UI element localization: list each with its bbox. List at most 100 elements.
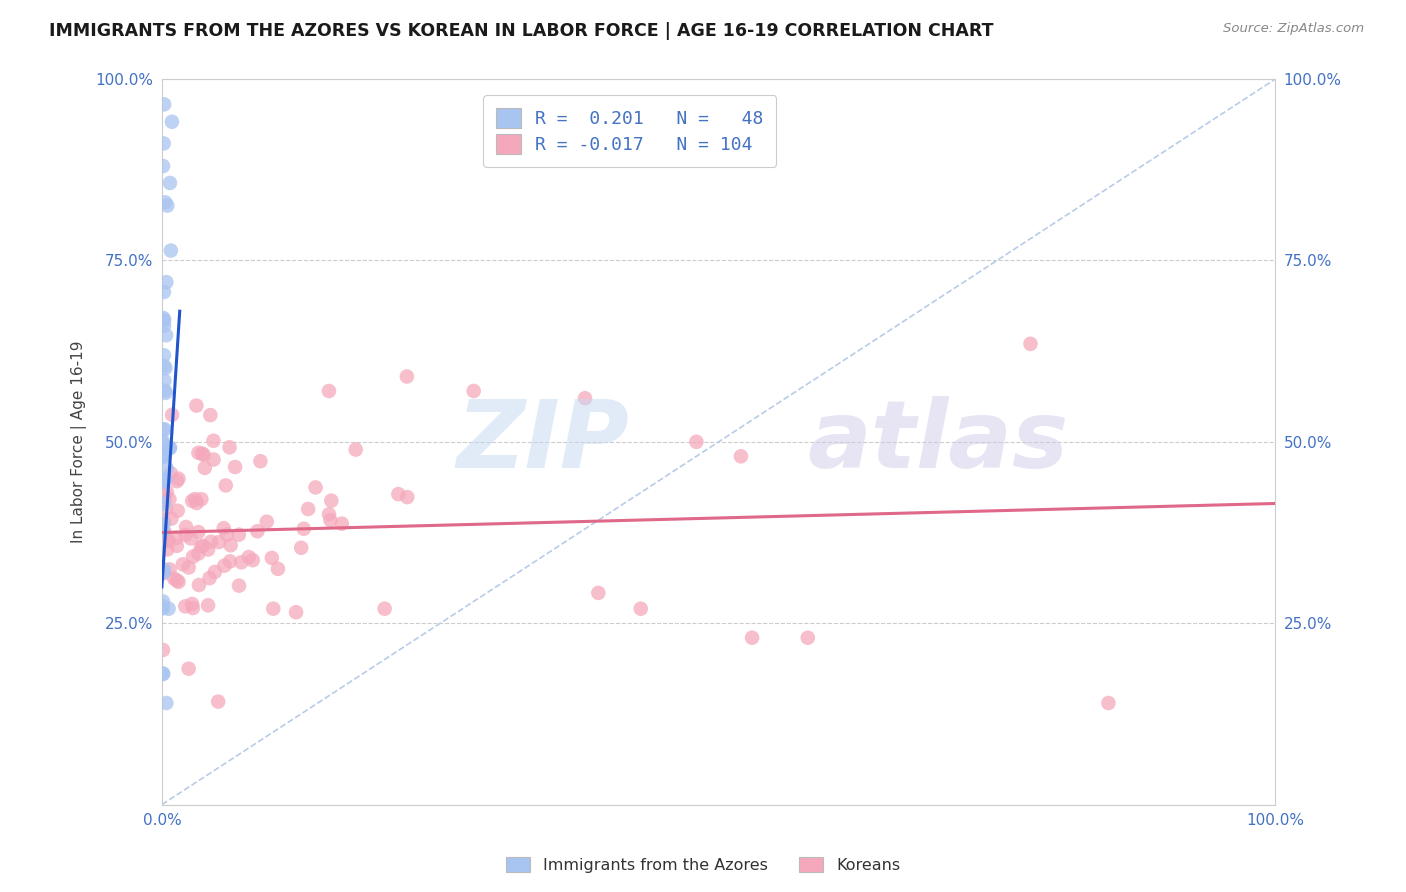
Point [159, 442, 181, 456]
Point [304, 480, 326, 494]
Point [152, 643, 174, 657]
Point [165, 531, 187, 545]
Point [187, 524, 209, 539]
Point [214, 558, 236, 573]
Point [238, 549, 260, 564]
Point [156, 485, 179, 500]
Point [153, 384, 176, 398]
Point [153, 359, 176, 373]
Point [152, 136, 174, 151]
Point [190, 540, 212, 554]
Text: IMMIGRANTS FROM THE AZORES VS KOREAN IN LABOR FORCE | AGE 16-19 CORRELATION CHAR: IMMIGRANTS FROM THE AZORES VS KOREAN IN … [49, 22, 994, 40]
Point [150, 435, 173, 450]
Point [180, 532, 202, 546]
Text: ZIP: ZIP [457, 396, 630, 488]
Point [190, 492, 212, 507]
Point [186, 496, 208, 510]
Point [153, 97, 176, 112]
Point [297, 502, 319, 516]
Point [318, 508, 340, 522]
Point [1097, 696, 1119, 710]
Point [249, 454, 271, 468]
Point [166, 504, 188, 518]
Point [181, 601, 204, 615]
Point [152, 434, 174, 448]
Point [193, 448, 215, 462]
Point [186, 399, 208, 413]
Point [153, 514, 176, 528]
Point [156, 542, 179, 557]
Point [187, 578, 209, 592]
Point [200, 534, 222, 549]
Point [207, 695, 229, 709]
Point [160, 408, 183, 422]
Point [267, 562, 290, 576]
Point [181, 597, 204, 611]
Point [153, 318, 176, 333]
Point [321, 493, 343, 508]
Y-axis label: In Labor Force | Age 16-19: In Labor Force | Age 16-19 [72, 341, 87, 543]
Point [318, 384, 340, 398]
Point [153, 493, 176, 508]
Point [152, 310, 174, 325]
Point [231, 555, 253, 569]
Point [167, 472, 190, 486]
Point [156, 461, 179, 475]
Point [197, 542, 219, 557]
Point [228, 527, 250, 541]
Point [463, 384, 485, 398]
Point [344, 442, 367, 457]
Point [152, 159, 174, 173]
Point [167, 574, 190, 589]
Point [285, 605, 308, 619]
Point [219, 538, 242, 552]
Point [396, 490, 419, 504]
Point [152, 516, 174, 531]
Point [181, 494, 204, 508]
Point [156, 57, 179, 71]
Point [152, 486, 174, 500]
Point [208, 535, 231, 549]
Point [228, 579, 250, 593]
Point [160, 115, 183, 129]
Legend: Immigrants from the Azores, Koreans: Immigrants from the Azores, Koreans [499, 851, 907, 880]
Point [156, 533, 179, 547]
Point [157, 534, 180, 549]
Point [194, 461, 217, 475]
Point [181, 549, 204, 564]
Point [204, 565, 226, 579]
Point [157, 601, 180, 615]
Point [202, 452, 225, 467]
Text: atlas: atlas [808, 396, 1069, 488]
Point [150, 599, 173, 613]
Point [177, 560, 200, 574]
Point [685, 434, 707, 449]
Point [1019, 336, 1042, 351]
Point [152, 530, 174, 544]
Point [153, 285, 176, 299]
Point [200, 408, 222, 422]
Point [191, 539, 214, 553]
Point [292, 522, 315, 536]
Text: Source: ZipAtlas.com: Source: ZipAtlas.com [1223, 22, 1364, 36]
Point [153, 422, 176, 436]
Point [152, 601, 174, 615]
Point [588, 586, 610, 600]
Point [153, 348, 176, 362]
Point [153, 562, 176, 576]
Point [224, 460, 246, 475]
Point [159, 441, 181, 455]
Point [202, 434, 225, 448]
Point [152, 566, 174, 580]
Point [187, 547, 209, 561]
Point [797, 631, 820, 645]
Point [152, 666, 174, 681]
Point [319, 513, 342, 527]
Point [215, 478, 238, 492]
Point [153, 524, 176, 538]
Point [574, 391, 596, 405]
Point [153, 497, 176, 511]
Point [159, 492, 181, 507]
Point [166, 474, 188, 488]
Point [395, 369, 418, 384]
